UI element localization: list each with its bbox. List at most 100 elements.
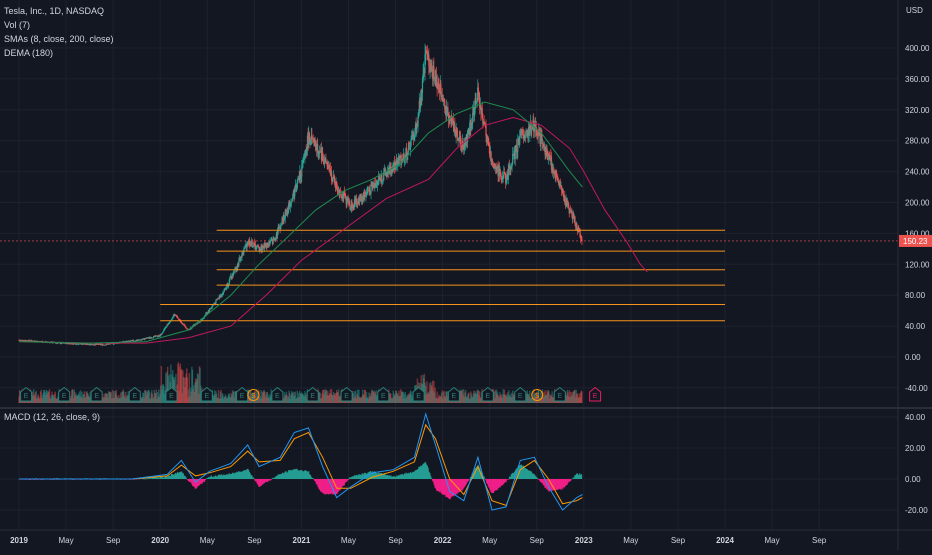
earnings-marker[interactable]: E xyxy=(306,386,319,402)
earnings-marker[interactable]: E xyxy=(271,386,284,402)
earnings-marker[interactable]: E xyxy=(165,386,178,402)
candle-body xyxy=(428,55,430,67)
macd-histogram-bar xyxy=(499,479,501,488)
candle-body xyxy=(85,343,87,345)
macd-legend[interactable]: MACD (12, 26, close, 9) xyxy=(4,412,101,422)
candle-body xyxy=(262,246,264,248)
macd-histogram-bar xyxy=(398,475,400,479)
candle-body xyxy=(227,285,229,287)
candle-body xyxy=(107,343,109,345)
symbol-legend[interactable]: Tesla, Inc., 1D, NASDAQ xyxy=(4,6,105,16)
dividend-marker[interactable]: S xyxy=(531,389,544,401)
volume-bar xyxy=(539,397,541,403)
earnings-marker[interactable]: E xyxy=(589,386,602,402)
volume-bar xyxy=(78,391,81,403)
candle-body xyxy=(503,171,506,174)
macd-histogram-bar xyxy=(383,473,385,479)
candle-body xyxy=(558,182,560,186)
macd-histogram-bar xyxy=(505,479,507,483)
candle-body xyxy=(432,66,434,79)
candle-body xyxy=(531,129,533,131)
candle-body xyxy=(543,145,546,151)
dividend-marker[interactable]: S xyxy=(247,389,260,401)
earnings-marker[interactable]: E xyxy=(200,386,213,402)
volume-bar xyxy=(142,392,145,403)
macd-histogram-bar xyxy=(313,479,315,480)
candle-body xyxy=(229,277,231,280)
macd-histogram-bar xyxy=(523,466,525,479)
candle-body xyxy=(251,240,253,247)
macd-histogram-bar xyxy=(166,477,168,479)
earnings-marker[interactable]: E xyxy=(553,386,566,402)
candle-body xyxy=(433,77,436,79)
earnings-marker[interactable]: E xyxy=(412,386,425,402)
volume-bar xyxy=(325,390,328,403)
candle-body xyxy=(556,176,558,180)
macd-histogram-bar xyxy=(174,473,176,479)
volume-bar xyxy=(284,395,286,403)
candle-body xyxy=(580,237,582,239)
macd-histogram-bar xyxy=(446,479,448,498)
volume-bar xyxy=(252,393,255,403)
macd-histogram-bar xyxy=(486,479,489,485)
macd-histogram-bar xyxy=(345,479,347,482)
candle-body xyxy=(376,180,378,186)
volume-bar xyxy=(530,397,532,403)
volume-bar xyxy=(574,389,576,403)
earnings-marker[interactable]: E xyxy=(481,386,494,402)
earnings-marker[interactable]: E xyxy=(58,386,71,402)
candle-body xyxy=(504,173,506,175)
sma-legend[interactable]: SMAs (8, close, 200, close) xyxy=(4,34,114,44)
candle-body xyxy=(533,124,535,132)
volume-bar xyxy=(262,392,264,403)
volume-bar xyxy=(355,398,358,403)
earnings-marker[interactable]: E xyxy=(90,386,103,402)
candle-body xyxy=(570,210,572,212)
candle-body xyxy=(458,137,460,140)
volume-bar xyxy=(256,392,258,403)
candle-body xyxy=(257,245,260,248)
support-lines[interactable] xyxy=(160,229,725,322)
candle-body xyxy=(419,97,422,108)
earnings-marker[interactable]: E xyxy=(377,386,390,402)
macd-histogram-bar xyxy=(405,472,407,479)
candle-body xyxy=(409,143,411,150)
volume-bar xyxy=(327,395,330,403)
macd-histogram-bar xyxy=(346,479,348,482)
volume-bar xyxy=(269,396,272,403)
earnings-marker[interactable]: E xyxy=(20,386,33,402)
candle-body xyxy=(171,318,173,320)
macd-histogram-bar xyxy=(350,477,352,479)
candle-body xyxy=(569,209,571,214)
earnings-marker[interactable]: E xyxy=(514,386,527,402)
volume-legend[interactable]: Vol (7) xyxy=(4,20,31,30)
candle-body xyxy=(343,192,345,194)
candle-body xyxy=(300,176,302,179)
candle-body xyxy=(72,342,74,345)
volume-bar xyxy=(45,389,48,403)
volume-bar xyxy=(189,396,191,403)
macd-histogram-bar xyxy=(555,479,557,490)
macd-histogram-bar xyxy=(545,479,547,488)
candle-body xyxy=(325,162,328,164)
axes[interactable]: 2019 May Sep 2020 May Sep 2021 May Sep 2022 May Sep… xyxy=(10,44,932,545)
macd-histogram-bar xyxy=(444,479,446,496)
volume-bar xyxy=(255,389,258,403)
macd-histogram-bar xyxy=(289,470,291,479)
volume-bar xyxy=(339,397,341,403)
candle-body xyxy=(249,245,251,246)
volume-bar xyxy=(115,389,117,403)
last-price-badge[interactable] xyxy=(899,234,932,247)
candle-body xyxy=(156,335,158,337)
earnings-marker[interactable]: E xyxy=(128,386,141,402)
earnings-marker[interactable]: E xyxy=(340,386,353,402)
dema-legend[interactable]: DEMA (180) xyxy=(4,48,54,58)
earnings-marker[interactable]: E xyxy=(447,386,460,402)
candle-body xyxy=(378,176,380,179)
candle-body xyxy=(130,340,132,342)
candle-body xyxy=(76,343,78,345)
macd-histogram-bar xyxy=(349,477,351,479)
candle-body xyxy=(544,145,546,155)
